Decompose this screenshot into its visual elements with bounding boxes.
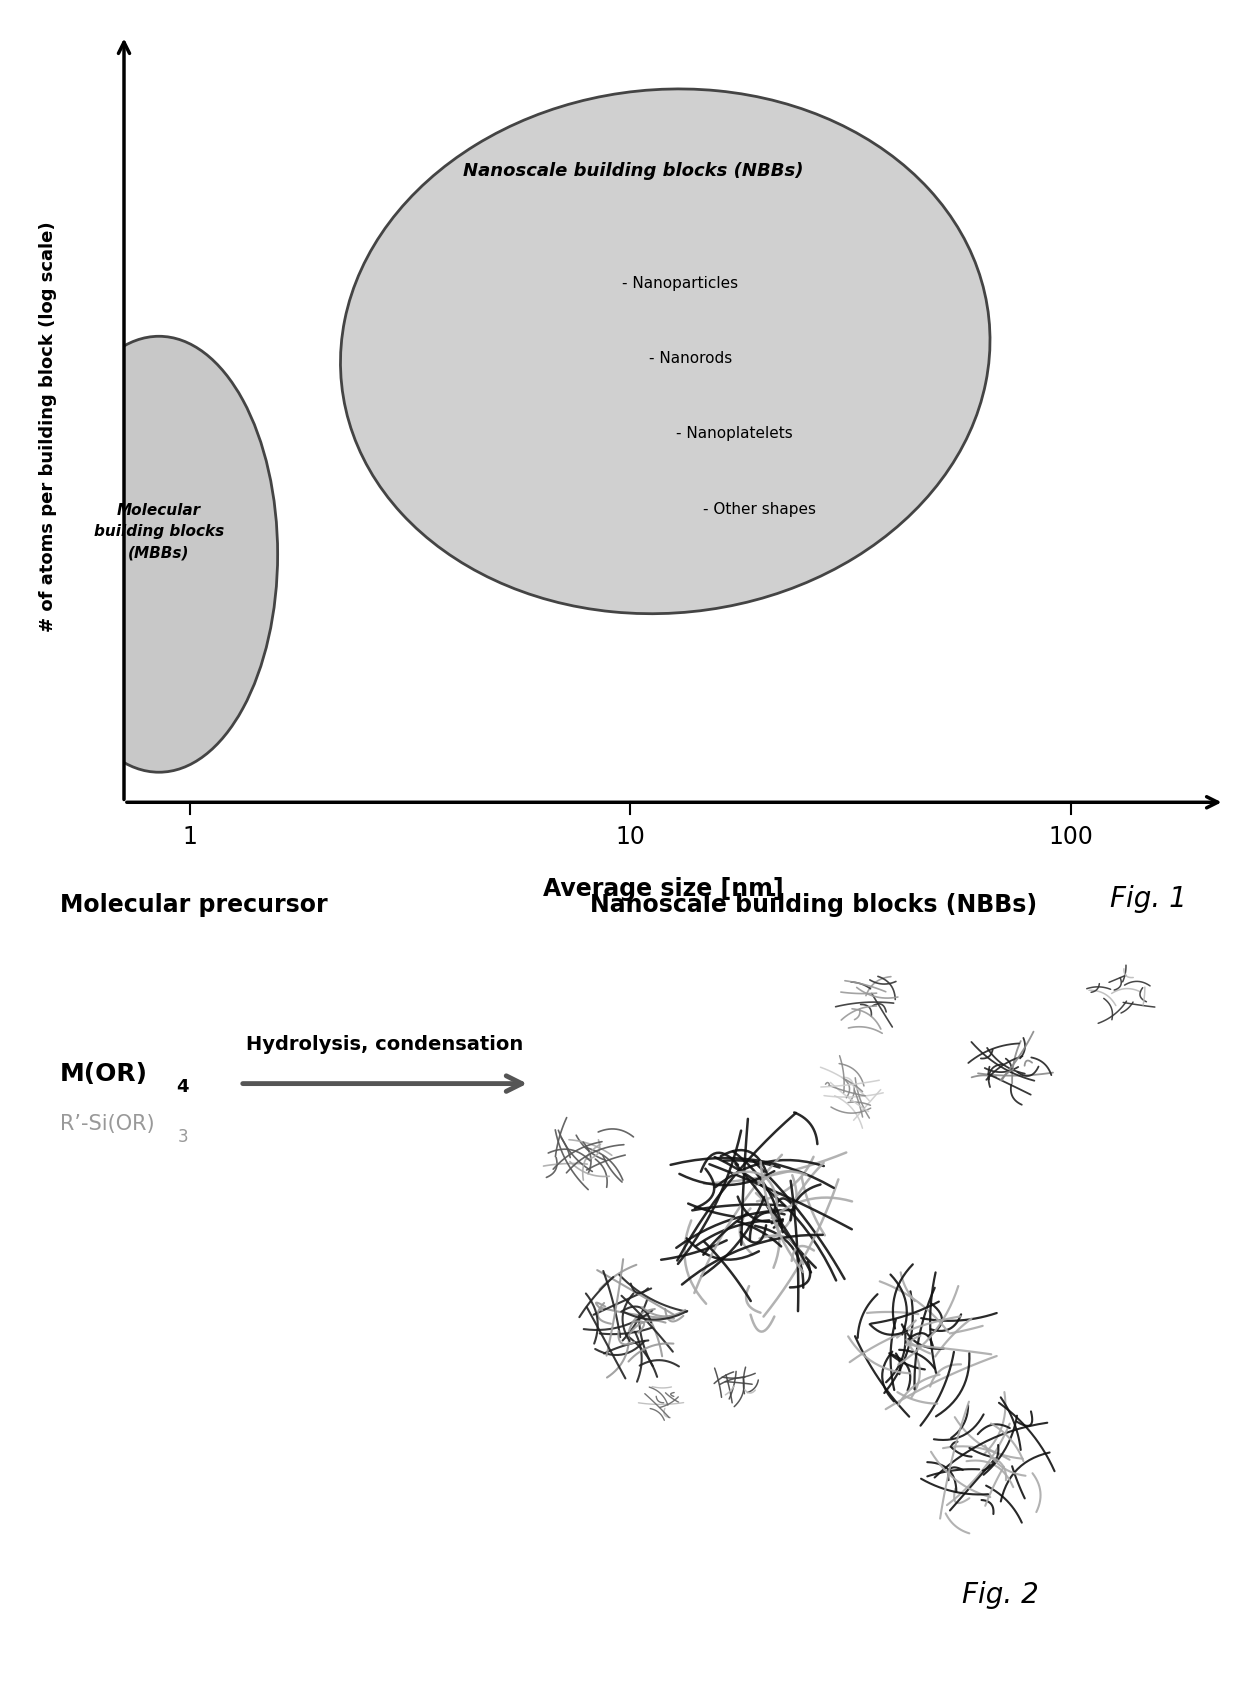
Text: Fig. 1: Fig. 1	[1111, 885, 1187, 914]
Text: Molecular
building blocks
(MBBs): Molecular building blocks (MBBs)	[94, 503, 224, 561]
Ellipse shape	[41, 336, 278, 772]
Text: 1: 1	[182, 824, 197, 850]
Text: - Other shapes: - Other shapes	[703, 502, 816, 517]
Text: R’-Si(OR): R’-Si(OR)	[60, 1113, 155, 1133]
Text: Nanoscale building blocks (NBBs): Nanoscale building blocks (NBBs)	[463, 162, 804, 181]
Text: # of atoms per building block (log scale): # of atoms per building block (log scale…	[40, 221, 57, 632]
Ellipse shape	[341, 90, 990, 613]
Text: Nanoscale building blocks (NBBs): Nanoscale building blocks (NBBs)	[590, 893, 1037, 917]
Text: M(OR): M(OR)	[60, 1062, 148, 1086]
Text: Molecular precursor: Molecular precursor	[60, 893, 327, 917]
Text: Hydrolysis, condensation: Hydrolysis, condensation	[247, 1035, 523, 1054]
Text: Fig. 2: Fig. 2	[962, 1581, 1038, 1610]
Text: 10: 10	[615, 824, 645, 850]
Text: - Nanoplatelets: - Nanoplatelets	[676, 427, 792, 441]
Text: 100: 100	[1048, 824, 1094, 850]
Text: 3: 3	[179, 1128, 188, 1145]
Text: - Nanoparticles: - Nanoparticles	[622, 277, 738, 291]
Text: - Nanorods: - Nanorods	[649, 351, 733, 367]
Text: 4: 4	[176, 1078, 188, 1096]
Text: Average size [nm]: Average size [nm]	[543, 878, 784, 902]
